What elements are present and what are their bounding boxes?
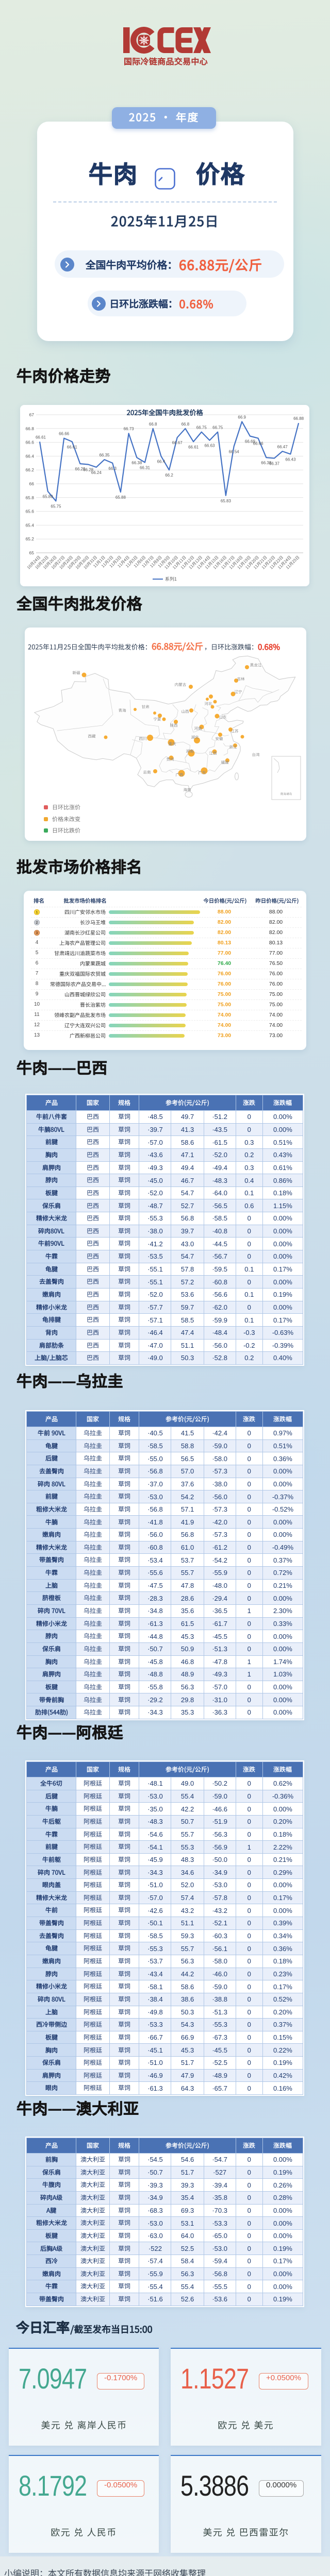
svg-text:66.29: 66.29	[75, 467, 86, 471]
svg-text:66.8: 66.8	[25, 426, 34, 431]
svg-text:65.2: 65.2	[25, 536, 34, 541]
svg-text:65.4: 65.4	[25, 522, 34, 528]
svg-text:66.6: 66.6	[25, 440, 34, 445]
svg-text:66.54: 66.54	[229, 450, 240, 454]
svg-text:66.35: 66.35	[99, 453, 110, 457]
svg-text:66: 66	[29, 481, 35, 486]
svg-text:2: 2	[36, 921, 38, 925]
svg-text:67: 67	[29, 412, 35, 417]
svg-text:65.83: 65.83	[221, 499, 232, 503]
svg-text:66.8: 66.8	[149, 422, 157, 427]
svg-text:66.4: 66.4	[157, 459, 166, 464]
svg-text:66.67: 66.67	[172, 440, 183, 445]
svg-text:66.63: 66.63	[204, 444, 215, 448]
svg-text:66.73: 66.73	[124, 427, 135, 431]
svg-text:65: 65	[29, 550, 35, 555]
svg-text:66.47: 66.47	[277, 445, 288, 449]
svg-text:65.6: 65.6	[25, 509, 34, 514]
svg-text:66.75: 66.75	[212, 426, 223, 430]
svg-text:1: 1	[36, 911, 38, 914]
svg-text:66.66: 66.66	[59, 432, 70, 436]
svg-text:66.9: 66.9	[238, 415, 246, 419]
svg-text:3: 3	[36, 931, 38, 935]
svg-text:65.8: 65.8	[25, 495, 34, 500]
svg-text:65.75: 65.75	[51, 504, 61, 509]
svg-text:66.28: 66.28	[83, 468, 94, 472]
svg-text:66.8: 66.8	[182, 422, 190, 427]
svg-text:66.61: 66.61	[36, 435, 46, 439]
svg-text:66.38: 66.38	[261, 461, 272, 465]
svg-text:66.43: 66.43	[285, 457, 296, 462]
svg-text:66.61: 66.61	[67, 445, 78, 449]
svg-text:66.2: 66.2	[165, 473, 173, 478]
svg-text:65.89: 65.89	[43, 495, 54, 499]
svg-text:66.4: 66.4	[25, 453, 34, 459]
svg-text:66.69: 66.69	[245, 439, 256, 444]
svg-text:65.88: 65.88	[116, 495, 126, 500]
svg-text:66.2: 66.2	[25, 467, 34, 472]
svg-text:66.66: 66.66	[253, 442, 264, 446]
svg-text:66.61: 66.61	[188, 445, 199, 449]
svg-text:66.24: 66.24	[91, 470, 102, 475]
svg-text:66.38: 66.38	[131, 461, 142, 465]
svg-text:66.75: 66.75	[196, 426, 207, 430]
svg-text:66.31: 66.31	[140, 466, 151, 470]
svg-text:66.37: 66.37	[269, 461, 280, 466]
svg-text:66.3: 66.3	[108, 466, 117, 471]
svg-text:66.88: 66.88	[293, 416, 304, 421]
